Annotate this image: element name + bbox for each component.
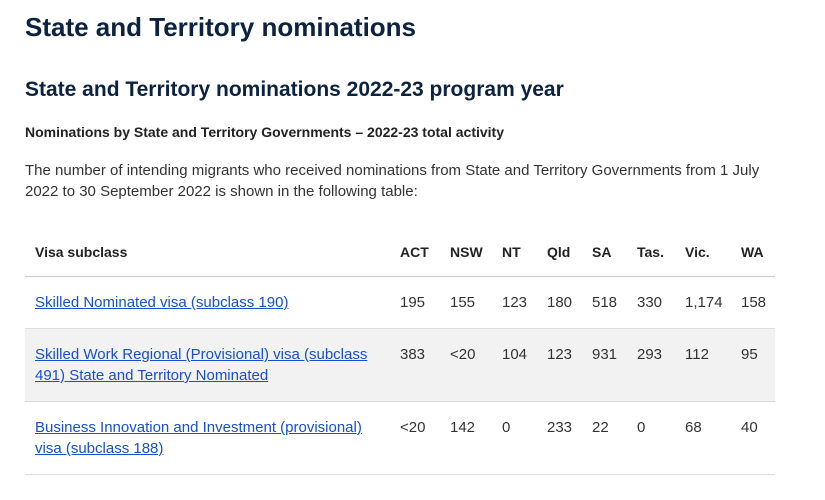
count-cell: 123 — [492, 276, 537, 329]
count-cell: 195 — [390, 276, 440, 329]
column-header: WA — [731, 228, 775, 277]
page-title: State and Territory nominations — [25, 12, 417, 42]
count-cell: 158 — [731, 276, 775, 329]
visa-link[interactable]: Skilled Work Regional (Provisional) visa… — [35, 346, 368, 384]
subtitle: State and Territory nominations 2022-23 … — [25, 78, 564, 101]
count-cell: 0 — [627, 401, 675, 475]
count-cell: 155 — [440, 276, 492, 329]
count-cell: 518 — [582, 276, 627, 329]
table-row: Skilled Work Regional (Provisional) visa… — [25, 328, 775, 402]
count-cell: 40 — [731, 401, 775, 475]
count-cell: 1,174 — [675, 276, 731, 329]
count-cell: 142 — [440, 401, 492, 475]
column-header: ACT — [390, 228, 440, 277]
visa-link[interactable]: Skilled Nominated visa (subclass 190) — [35, 294, 289, 311]
visa-cell: Business Innovation and Investment (prov… — [25, 401, 390, 475]
visa-cell: Skilled Work Regional (Provisional) visa… — [25, 328, 390, 402]
column-header: NT — [492, 228, 537, 277]
column-header: Vic. — [675, 228, 731, 277]
count-cell: 233 — [537, 401, 582, 475]
count-cell: 383 — [390, 328, 440, 402]
count-cell: 180 — [537, 276, 582, 329]
column-header: NSW — [440, 228, 492, 277]
count-cell: 123 — [537, 328, 582, 402]
intro: The number of intending migrants who rec… — [25, 162, 760, 200]
count-cell: 112 — [675, 328, 731, 402]
count-cell: 104 — [492, 328, 537, 402]
count-cell: 95 — [731, 328, 775, 402]
count-cell: 68 — [675, 401, 731, 475]
visa-link[interactable]: Business Innovation and Investment (prov… — [35, 419, 362, 457]
count-cell: 931 — [582, 328, 627, 402]
nominations-table: Visa subclass ACT NSW NT Qld SA Tas. Vic. WA Ski… — [25, 228, 775, 475]
visa-cell: Skilled Nominated visa (subclass 190) — [25, 276, 390, 329]
column-header: Visa subclass — [25, 228, 390, 277]
count-cell: 22 — [582, 401, 627, 475]
column-header: Qld — [537, 228, 582, 277]
column-header: SA — [582, 228, 627, 277]
count-cell: <20 — [440, 328, 492, 402]
table-row: Skilled Nominated visa (subclass 190) 195… — [25, 276, 775, 329]
count-cell: 330 — [627, 276, 675, 329]
section-heading: Nominations by State and Territory Gover… — [25, 124, 504, 140]
count-cell: 0 — [492, 401, 537, 475]
count-cell: 293 — [627, 328, 675, 402]
column-header: Tas. — [627, 228, 675, 277]
header-row: Visa subclass ACT NSW NT Qld SA Tas. Vic. WA — [25, 228, 775, 277]
count-cell: <20 — [390, 401, 440, 475]
table-row: Business Innovation and Investment (prov… — [25, 401, 775, 475]
